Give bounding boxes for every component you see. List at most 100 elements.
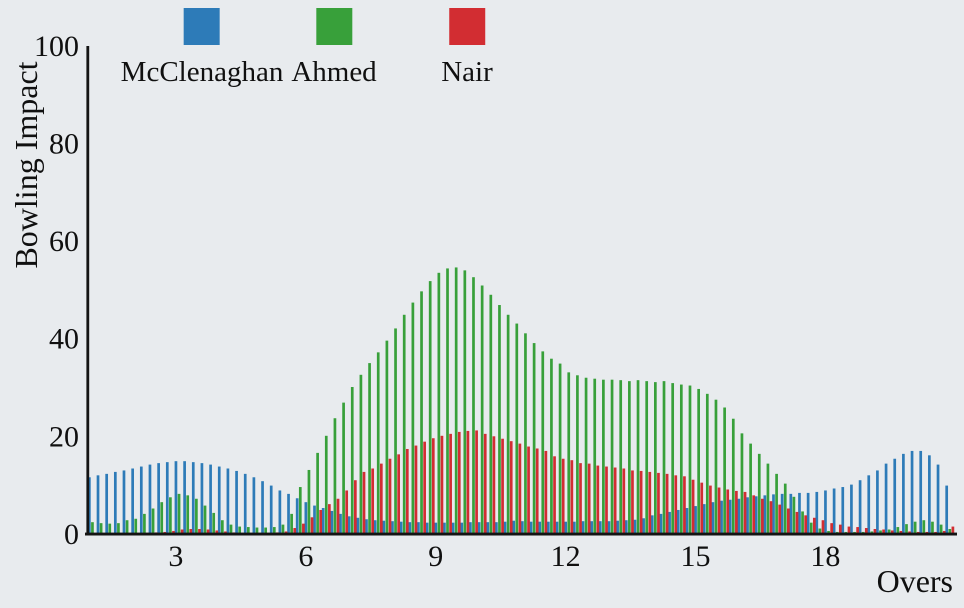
- bar: [645, 381, 649, 534]
- bar: [157, 463, 160, 534]
- bar: [224, 531, 227, 534]
- bar: [316, 452, 319, 534]
- x-tick-label: 12: [551, 540, 581, 573]
- bar: [683, 476, 686, 534]
- y-tick-label: 40: [49, 323, 79, 356]
- bar: [605, 466, 608, 534]
- bar: [882, 529, 885, 534]
- bar: [417, 522, 420, 534]
- bar: [408, 522, 412, 534]
- bar: [795, 511, 799, 534]
- bar: [931, 521, 934, 534]
- bar: [936, 464, 940, 534]
- bar: [735, 490, 738, 534]
- bar: [255, 527, 259, 534]
- bar: [740, 433, 744, 534]
- bar: [607, 521, 611, 534]
- bar: [902, 453, 905, 534]
- bar: [428, 281, 432, 534]
- bar: [905, 524, 908, 534]
- bar: [726, 489, 730, 534]
- bar: [108, 523, 112, 534]
- bar: [847, 526, 851, 534]
- bar: [174, 461, 178, 534]
- legend-item-mcclenaghan: McClenaghan: [120, 8, 284, 88]
- bar: [827, 530, 830, 534]
- bar: [541, 351, 545, 534]
- bar: [339, 513, 342, 534]
- bar: [809, 522, 813, 534]
- bar: [105, 473, 109, 534]
- bar: [466, 430, 470, 534]
- bar: [567, 372, 571, 534]
- bar: [313, 505, 316, 534]
- bar: [731, 418, 735, 534]
- bar: [379, 463, 383, 534]
- bar: [189, 529, 193, 534]
- y-axis-title: Bowling Impact: [8, 61, 44, 268]
- bar: [354, 480, 357, 534]
- bar: [515, 323, 519, 534]
- bar: [766, 463, 770, 534]
- bar: [593, 378, 597, 534]
- bar: [319, 509, 323, 534]
- bar: [88, 477, 91, 534]
- bar: [195, 498, 198, 534]
- bar: [287, 493, 290, 534]
- y-tick-label: 100: [34, 30, 79, 63]
- bar: [697, 388, 700, 534]
- bar: [148, 464, 152, 534]
- bar: [460, 522, 464, 534]
- bar: [324, 435, 328, 534]
- bar: [365, 519, 368, 534]
- bar: [221, 520, 224, 534]
- bar: [143, 513, 146, 534]
- x-axis-title: Overs: [877, 563, 953, 599]
- bar: [691, 479, 695, 534]
- bar: [873, 529, 877, 534]
- bar: [359, 374, 363, 534]
- legend-label-mcclenaghan: McClenaghan: [120, 56, 284, 88]
- bar: [302, 523, 305, 534]
- bar: [469, 522, 472, 534]
- bar: [818, 528, 822, 534]
- bar: [856, 527, 859, 534]
- bar: [648, 471, 652, 534]
- bar: [806, 492, 810, 534]
- bar: [616, 520, 619, 534]
- bar: [858, 480, 862, 534]
- bar: [867, 475, 871, 534]
- bar: [728, 499, 732, 534]
- bar: [572, 521, 576, 534]
- bar: [804, 515, 808, 534]
- bar: [598, 521, 602, 534]
- x-tick-label: 3: [168, 540, 183, 573]
- bar: [702, 504, 706, 534]
- bar: [587, 463, 591, 534]
- bar: [284, 531, 288, 534]
- bar: [134, 518, 138, 534]
- bar: [290, 513, 293, 534]
- legend-label-nair: Nair: [441, 56, 493, 88]
- bar: [884, 463, 888, 534]
- bar: [457, 431, 461, 534]
- bar: [761, 498, 764, 534]
- bar: [879, 530, 882, 534]
- bar: [769, 501, 773, 534]
- bar: [890, 530, 894, 534]
- bar: [685, 508, 689, 534]
- bar: [553, 456, 556, 534]
- bar: [654, 382, 657, 534]
- bar: [217, 466, 221, 534]
- bar: [238, 526, 242, 534]
- bar: [659, 513, 663, 534]
- bar: [180, 529, 184, 534]
- bar: [896, 527, 900, 534]
- legend-swatch-mcclenaghan: [183, 8, 220, 45]
- y-tick-label: 80: [49, 128, 79, 161]
- bar: [503, 521, 507, 534]
- bar: [261, 481, 264, 534]
- bar: [501, 438, 504, 534]
- bar: [951, 526, 955, 534]
- bar: [498, 305, 501, 534]
